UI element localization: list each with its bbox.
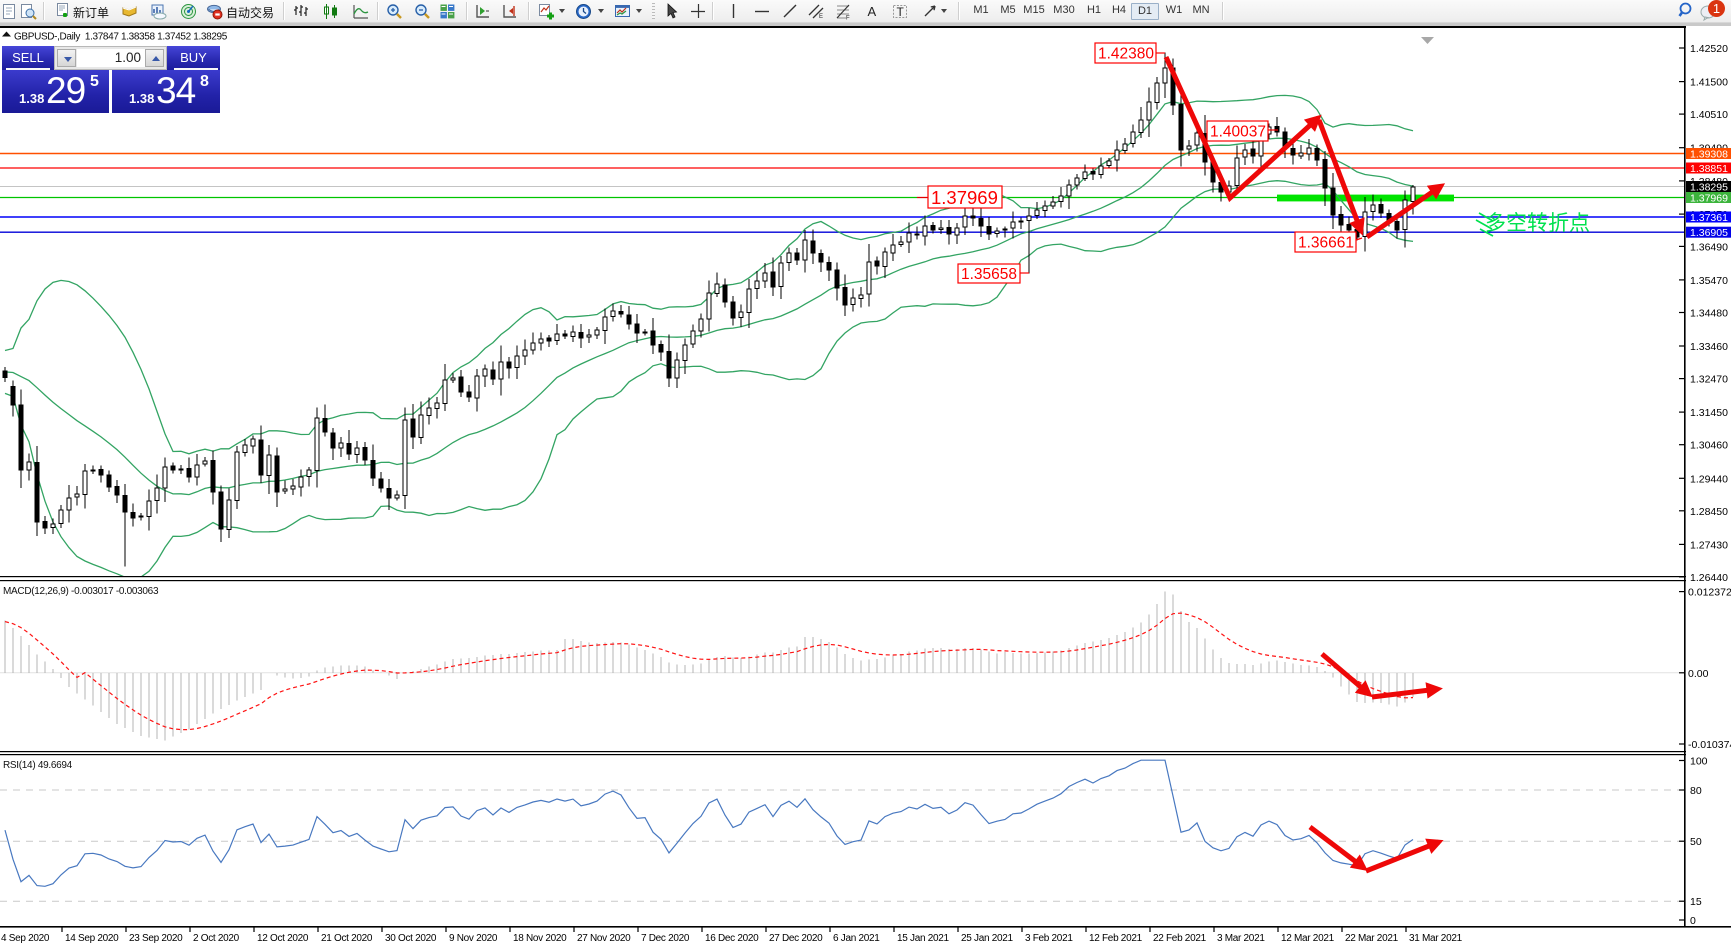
svg-text:1.41500: 1.41500 xyxy=(1690,77,1728,89)
svg-text:27 Dec 2020: 27 Dec 2020 xyxy=(769,933,823,944)
svg-text:1.32470: 1.32470 xyxy=(1690,374,1728,386)
svg-text:16 Dec 2020: 16 Dec 2020 xyxy=(705,933,759,944)
svg-text:0.00: 0.00 xyxy=(1688,668,1709,680)
svg-text:12 Oct 2020: 12 Oct 2020 xyxy=(257,933,309,944)
svg-text:GBPUSD-,Daily 1.37847 1.38358: GBPUSD-,Daily 1.37847 1.38358 1.37452 1.… xyxy=(14,32,228,43)
svg-text:1.26440: 1.26440 xyxy=(1690,572,1728,584)
svg-text:3 Feb 2021: 3 Feb 2021 xyxy=(1025,933,1073,944)
svg-text:1.27430: 1.27430 xyxy=(1690,539,1728,551)
svg-text:1.40510: 1.40510 xyxy=(1690,109,1728,121)
svg-text:23 Sep 2020: 23 Sep 2020 xyxy=(129,933,183,944)
svg-text:25 Jan 2021: 25 Jan 2021 xyxy=(961,933,1013,944)
svg-text:1.37969: 1.37969 xyxy=(1690,193,1728,205)
svg-text:22 Mar 2021: 22 Mar 2021 xyxy=(1345,933,1399,944)
svg-text:1.37969: 1.37969 xyxy=(931,187,998,208)
svg-text:12 Mar 2021: 12 Mar 2021 xyxy=(1281,933,1335,944)
svg-text:22 Feb 2021: 22 Feb 2021 xyxy=(1153,933,1207,944)
svg-text:1.37361: 1.37361 xyxy=(1690,212,1728,224)
svg-text:1.34480: 1.34480 xyxy=(1690,308,1728,320)
svg-text:6 Jan 2021: 6 Jan 2021 xyxy=(833,933,880,944)
svg-text:多空转折点: 多空转折点 xyxy=(1485,212,1590,235)
svg-text:21 Oct 2020: 21 Oct 2020 xyxy=(321,933,373,944)
svg-text:2 Oct 2020: 2 Oct 2020 xyxy=(193,933,240,944)
svg-text:MACD(12,26,9) -0.003017 -0.003: MACD(12,26,9) -0.003017 -0.003063 xyxy=(3,586,159,597)
svg-text:15: 15 xyxy=(1690,896,1702,908)
svg-text:31 Mar 2021: 31 Mar 2021 xyxy=(1409,933,1463,944)
svg-text:1.35658: 1.35658 xyxy=(961,266,1017,283)
svg-text:1.42380: 1.42380 xyxy=(1098,46,1154,63)
svg-text:RSI(14) 49.6694: RSI(14) 49.6694 xyxy=(3,760,73,771)
svg-text:1.36490: 1.36490 xyxy=(1690,241,1728,253)
svg-text:12 Feb 2021: 12 Feb 2021 xyxy=(1089,933,1143,944)
svg-text:F: F xyxy=(846,16,850,21)
svg-text:0: 0 xyxy=(1690,915,1696,927)
svg-text:7 Dec 2020: 7 Dec 2020 xyxy=(641,933,690,944)
svg-text:80: 80 xyxy=(1690,785,1702,797)
svg-text:14 Sep 2020: 14 Sep 2020 xyxy=(65,933,119,944)
svg-text:15 Jan 2021: 15 Jan 2021 xyxy=(897,933,949,944)
svg-text:A: A xyxy=(868,4,877,19)
svg-text:50: 50 xyxy=(1690,836,1702,848)
svg-text:1.39308: 1.39308 xyxy=(1690,149,1728,161)
svg-text:T: T xyxy=(897,5,905,19)
svg-text:-0.010374: -0.010374 xyxy=(1688,739,1731,751)
svg-text:1.38851: 1.38851 xyxy=(1690,163,1728,175)
svg-text:4 Sep 2020: 4 Sep 2020 xyxy=(1,933,50,944)
svg-text:9 Nov 2020: 9 Nov 2020 xyxy=(449,933,498,944)
svg-text:1.40037: 1.40037 xyxy=(1210,124,1266,141)
svg-text:27 Nov 2020: 27 Nov 2020 xyxy=(577,933,631,944)
svg-text:1.38295: 1.38295 xyxy=(1690,182,1728,194)
svg-text:3 Mar 2021: 3 Mar 2021 xyxy=(1217,933,1265,944)
svg-text:0.012372: 0.012372 xyxy=(1688,587,1731,599)
svg-text:1.42520: 1.42520 xyxy=(1690,43,1728,55)
svg-text:1.36905: 1.36905 xyxy=(1690,227,1728,239)
svg-text:1.33460: 1.33460 xyxy=(1690,341,1728,353)
svg-text:1.28450: 1.28450 xyxy=(1690,506,1728,518)
svg-text:1.30460: 1.30460 xyxy=(1690,440,1728,452)
svg-text:30 Oct 2020: 30 Oct 2020 xyxy=(385,933,437,944)
svg-text:100: 100 xyxy=(1690,756,1708,768)
svg-text:18 Nov 2020: 18 Nov 2020 xyxy=(513,933,567,944)
svg-text:1.31450: 1.31450 xyxy=(1690,407,1728,419)
svg-text:1.29440: 1.29440 xyxy=(1690,473,1728,485)
svg-text:1.35470: 1.35470 xyxy=(1690,275,1728,287)
svg-text:E: E xyxy=(819,14,823,20)
svg-text:1.36661: 1.36661 xyxy=(1298,235,1354,252)
